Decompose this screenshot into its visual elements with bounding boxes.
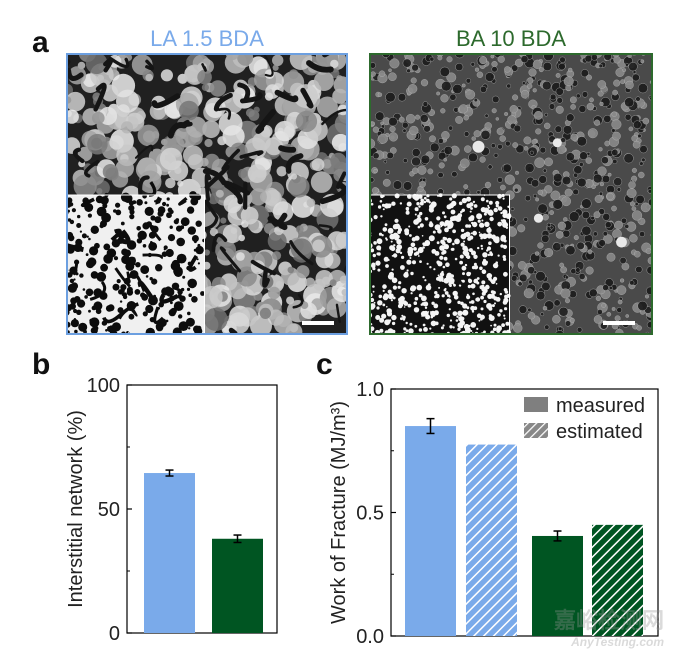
chart-c-ytick-label: 0.0 (356, 626, 384, 648)
chart-b-bar (212, 538, 263, 633)
ba-frame (369, 53, 653, 335)
chart-c-ylabel: Work of Fracture (MJ/m³) (328, 401, 350, 624)
ba-inset (369, 193, 512, 335)
chart-c-ytick-label: 1.0 (356, 379, 384, 401)
watermark-text: 嘉峪检测网 (553, 608, 664, 633)
chart-b-frame (126, 384, 278, 634)
legend-label-estimated: estimated (556, 421, 643, 443)
chart-c-frame (390, 388, 659, 637)
la-image-title: LA 1.5 BDA (150, 26, 264, 51)
panel-c-label: c (316, 348, 333, 381)
watermark: 嘉峪检测网 AnyTesting.com (554, 603, 664, 649)
la-frame (66, 53, 348, 335)
chart-b-bar (144, 473, 195, 633)
la-micrograph-image (66, 53, 348, 335)
chart-c-legend: measured estimated (524, 395, 645, 443)
legend-swatch-measured (524, 397, 548, 412)
panel-a-label: a (32, 26, 49, 59)
chart-b-ytick-label: 100 (87, 375, 120, 397)
ba-image-title: BA 10 BDA (455, 26, 567, 51)
chart-b-ytick-label: 50 (98, 499, 120, 521)
ba-micrograph (369, 53, 653, 335)
la-inset (66, 181, 206, 335)
chart-c-ytick-label: 0.5 (356, 503, 384, 525)
ba-micrograph-image (369, 53, 653, 335)
chart-c-bar (466, 444, 517, 636)
chart-c-bar (405, 426, 456, 636)
watermark-subtext: AnyTesting.com (571, 635, 664, 649)
la-micrograph (66, 53, 348, 335)
legend-label-measured: measured (556, 395, 645, 417)
legend-swatch-estimated (524, 423, 548, 438)
chart-b-ytick-label: 0 (109, 623, 120, 645)
chart-b-ylabel: Interstitial network (%) (65, 410, 87, 608)
panel-b-label: b (32, 348, 51, 381)
la-scale-bar (302, 321, 334, 325)
ba-scale-bar (603, 321, 635, 325)
